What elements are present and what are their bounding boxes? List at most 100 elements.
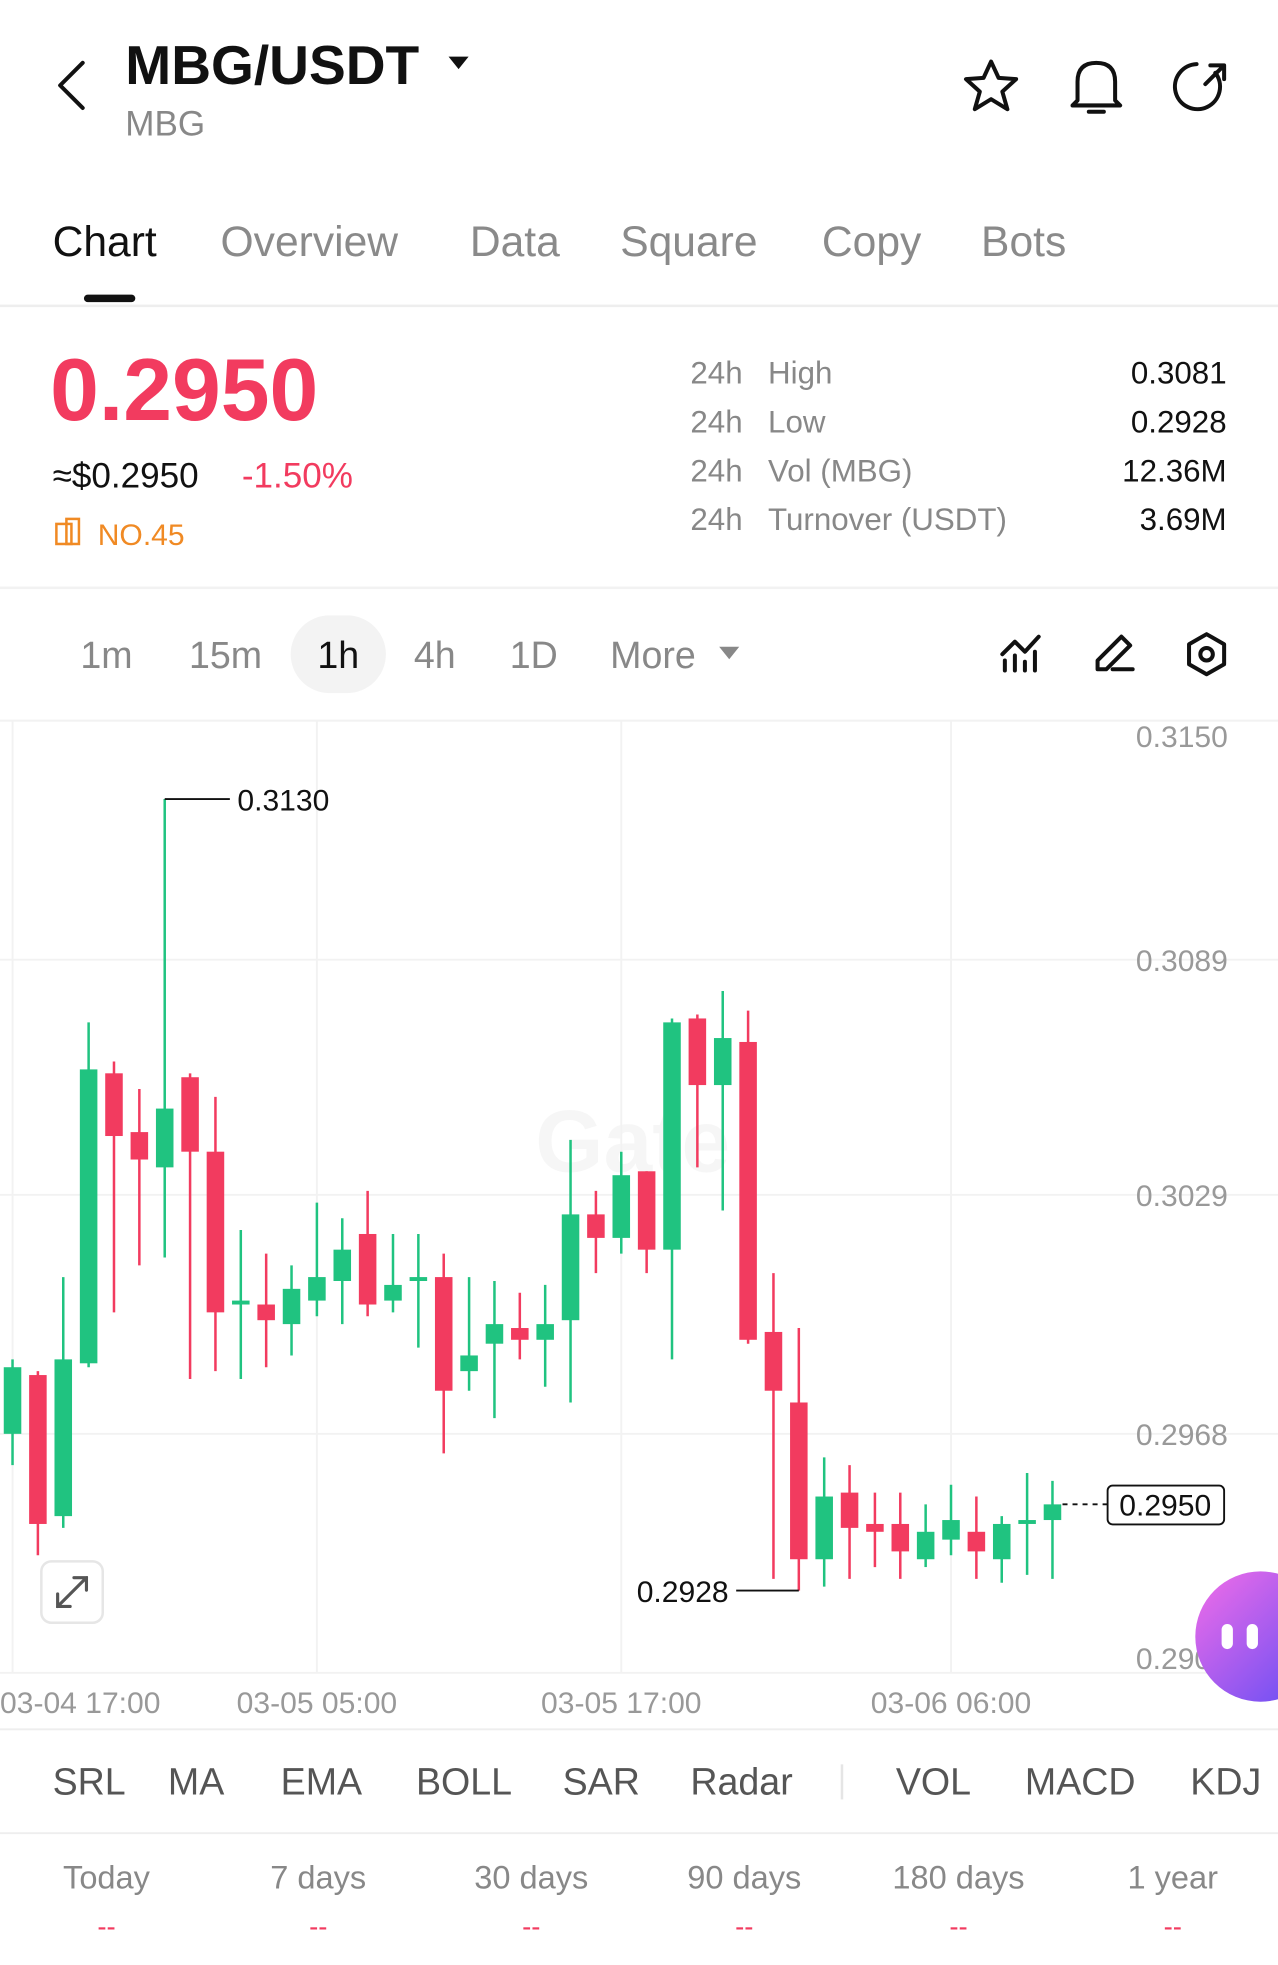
stat-label: High <box>768 356 832 391</box>
active-interval-pill <box>290 615 386 694</box>
indicator[interactable]: SRL <box>53 1760 126 1802</box>
candle-body <box>713 1038 732 1086</box>
period-label: 180 days <box>892 1859 1024 1895</box>
tab[interactable]: Copy <box>822 218 922 266</box>
indicator[interactable]: MACD <box>1025 1760 1136 1802</box>
candle-body <box>536 1324 554 1340</box>
tab[interactable]: Chart <box>53 218 157 266</box>
rank-icon <box>55 522 73 546</box>
rank: NO.45 <box>98 519 185 552</box>
x-tick-label: 03-05 17:00 <box>541 1687 701 1720</box>
candle-body <box>688 1018 707 1086</box>
candle-body <box>54 1359 73 1517</box>
candle-body <box>587 1214 605 1238</box>
settings-icon[interactable] <box>1187 632 1227 677</box>
y-tick-label: 0.3089 <box>1136 945 1228 978</box>
back-button[interactable] <box>58 60 85 110</box>
watermark: Gate <box>535 1093 730 1191</box>
last-price-label: 0.2950 <box>1119 1490 1211 1523</box>
interval[interactable]: 1D <box>510 634 558 676</box>
period-value: -- <box>309 1911 327 1942</box>
stat-period: 24h <box>690 453 742 488</box>
interval[interactable]: 1h <box>317 634 359 676</box>
candle-body <box>561 1214 580 1321</box>
stat-value: 12.36M <box>1122 453 1226 488</box>
max-marker-label: 0.3130 <box>237 784 329 817</box>
indicator[interactable]: BOLL <box>416 1760 512 1802</box>
interval[interactable]: More <box>610 634 696 676</box>
usd-price: ≈$0.2950 <box>53 457 199 496</box>
min-marker-label: 0.2928 <box>637 1576 729 1609</box>
assistant-eye <box>1221 1624 1233 1650</box>
pair-title: MBG/USDT <box>125 34 419 96</box>
y-tick-label: 0.2968 <box>1136 1419 1228 1452</box>
candle-body <box>1043 1504 1062 1521</box>
candle-body <box>384 1284 402 1301</box>
x-tick-label: 03-06 06:00 <box>871 1687 1031 1720</box>
candle-body <box>308 1277 326 1301</box>
interval[interactable]: 15m <box>189 634 262 676</box>
stat-period: 24h <box>690 404 742 439</box>
candle-body <box>815 1496 833 1560</box>
tab[interactable]: Data <box>470 218 560 266</box>
candle-body <box>333 1249 352 1282</box>
candle-body <box>485 1324 504 1344</box>
candle-body <box>232 1300 250 1305</box>
indicator[interactable]: KDJ <box>1190 1760 1261 1802</box>
period-value: -- <box>522 1911 540 1942</box>
tab[interactable]: Overview <box>221 218 399 266</box>
candle-body <box>434 1277 453 1391</box>
indicator[interactable]: SAR <box>563 1760 640 1802</box>
period-value: -- <box>735 1911 753 1942</box>
candle-body <box>967 1531 986 1552</box>
candle-body <box>663 1022 681 1250</box>
candle-body <box>206 1151 225 1313</box>
candle-body <box>460 1355 478 1372</box>
x-tick-label: 03-04 17:00 <box>0 1687 160 1720</box>
candle-body <box>612 1175 631 1238</box>
share-icon[interactable] <box>1172 62 1227 112</box>
last-price: 0.2950 <box>50 341 318 439</box>
draw-icon[interactable] <box>1095 634 1135 672</box>
pair-dropdown[interactable] <box>448 56 469 70</box>
favorite-icon[interactable] <box>964 59 1019 112</box>
candle-body <box>105 1073 123 1137</box>
divider <box>0 586 1278 590</box>
indicator[interactable]: MA <box>168 1760 224 1802</box>
candle-body <box>790 1402 808 1560</box>
alert-icon[interactable] <box>1070 60 1123 114</box>
stat-label: Vol (MBG) <box>768 453 912 488</box>
tab[interactable]: Square <box>620 218 757 266</box>
period-label: Today <box>63 1859 151 1895</box>
candle-body <box>3 1367 22 1434</box>
stat-value: 3.69M <box>1140 502 1227 537</box>
stat-period: 24h <box>690 502 742 537</box>
candle-body <box>764 1331 783 1391</box>
candle-body <box>409 1277 428 1282</box>
indicator[interactable]: Radar <box>690 1760 792 1802</box>
stat-label: Low <box>768 404 826 439</box>
tab[interactable]: Bots <box>981 218 1066 266</box>
candle-body <box>637 1171 656 1250</box>
assistant-eye <box>1246 1624 1258 1650</box>
candle-body <box>916 1531 935 1560</box>
y-tick-label: 0.3150 <box>1136 721 1228 754</box>
candle-body <box>130 1132 149 1160</box>
price-change: -1.50% <box>242 457 353 496</box>
indicator[interactable]: EMA <box>281 1760 362 1802</box>
period-value: -- <box>949 1911 967 1942</box>
indicator[interactable]: VOL <box>896 1760 971 1802</box>
indicator-icon[interactable] <box>1000 634 1041 673</box>
candle-body <box>866 1523 884 1532</box>
base-asset: MBG <box>125 105 205 144</box>
last-price-tag <box>1106 1484 1226 1526</box>
period-label: 7 days <box>270 1859 366 1895</box>
more-dropdown[interactable] <box>719 646 740 660</box>
candle-body <box>942 1520 960 1540</box>
interval[interactable]: 1m <box>80 634 132 676</box>
interval[interactable]: 4h <box>414 634 456 676</box>
period-label: 90 days <box>687 1859 801 1895</box>
candle-body <box>1018 1520 1036 1524</box>
expand-icon <box>56 1576 89 1609</box>
assistant-button[interactable] <box>1195 1571 1278 1702</box>
